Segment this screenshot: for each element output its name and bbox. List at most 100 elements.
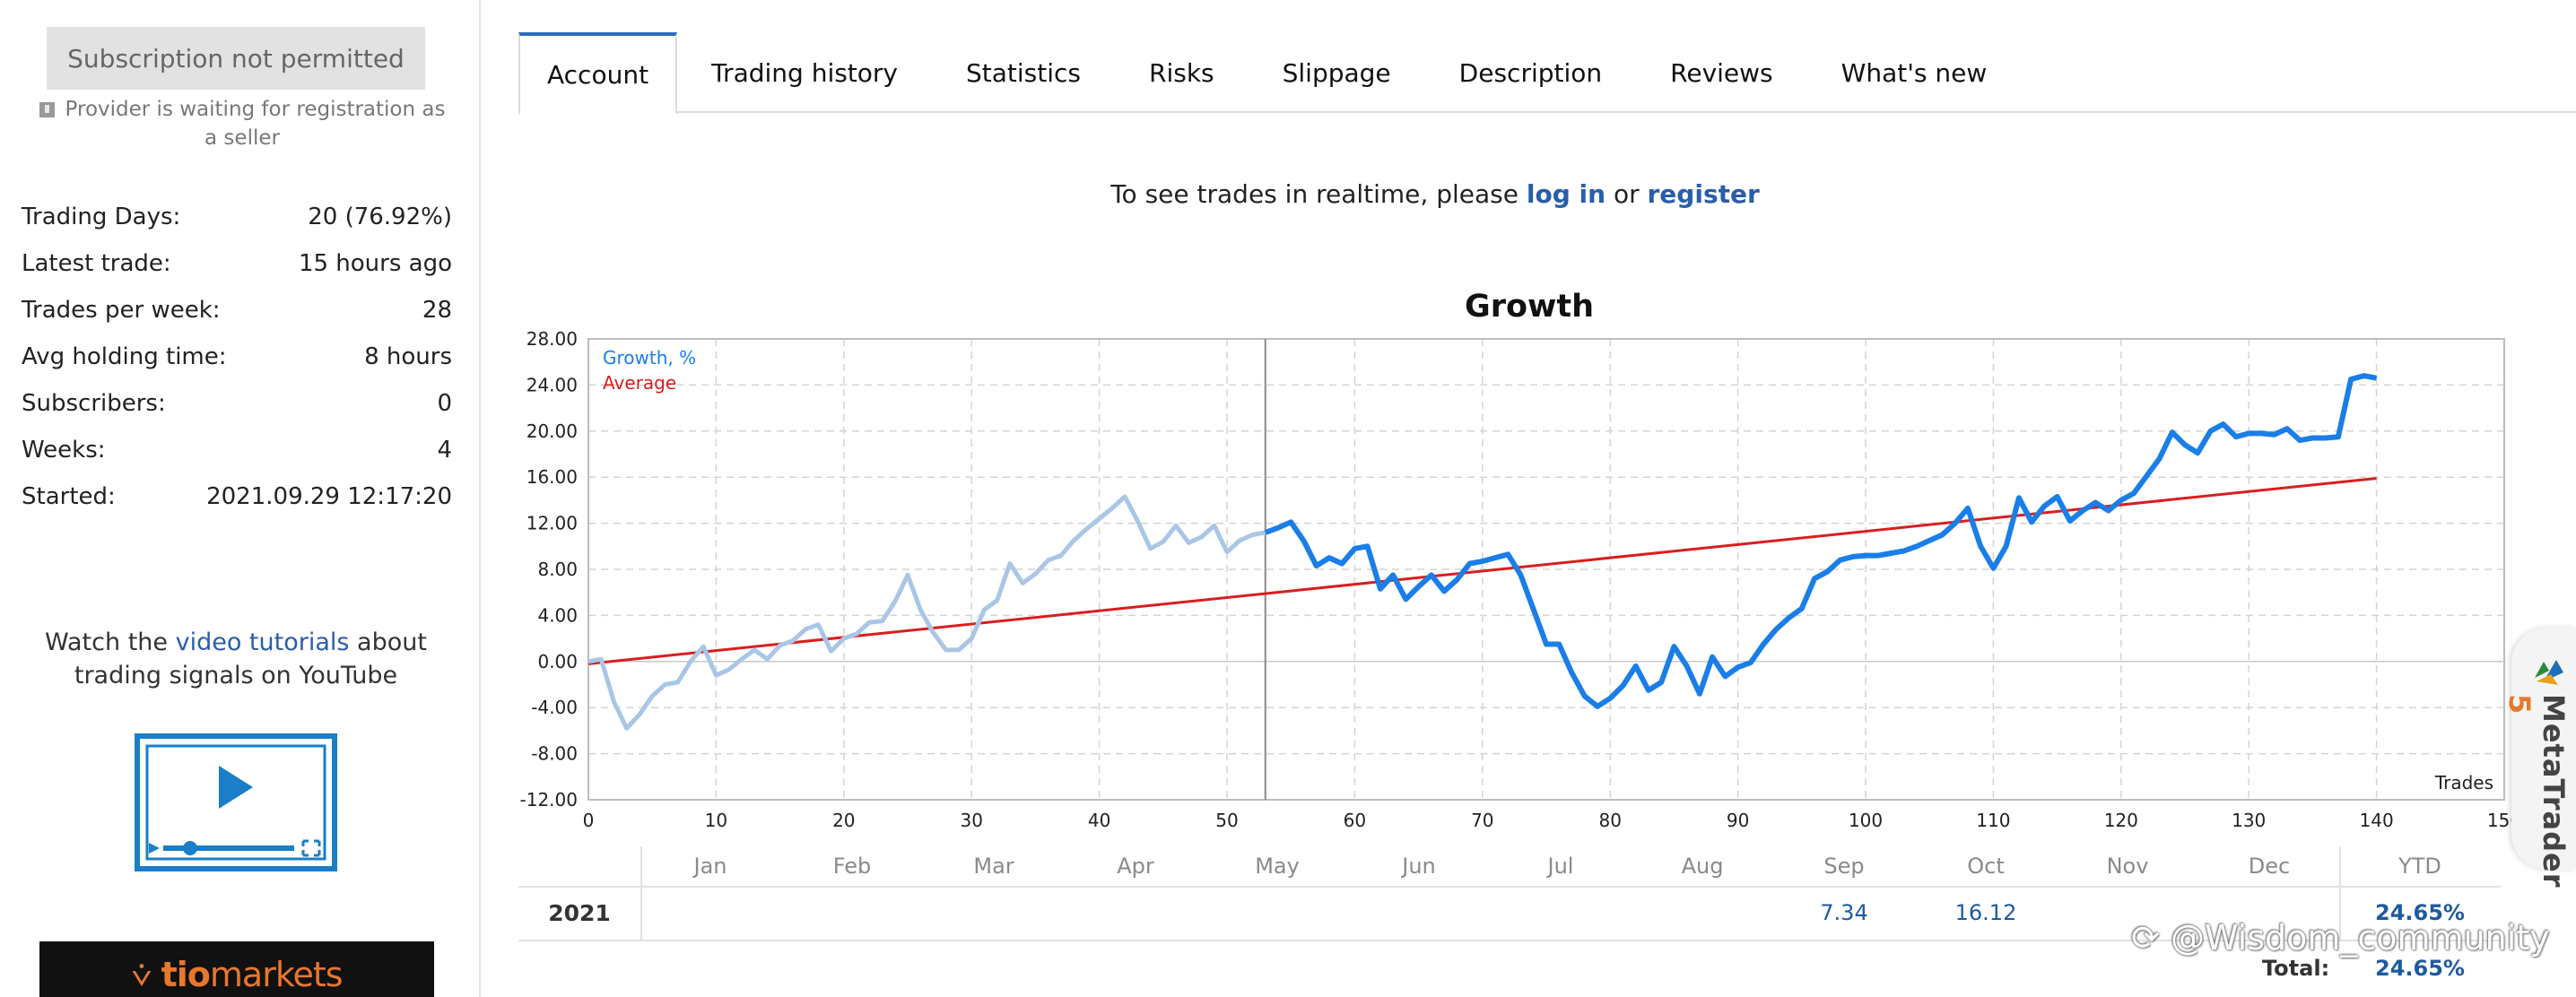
month-header: Mar	[973, 854, 1014, 879]
month-return: 7.34	[1820, 900, 1868, 925]
video-player-icon[interactable]	[135, 733, 337, 871]
total-label: Total:	[2262, 956, 2330, 981]
month-header: May	[1255, 854, 1300, 879]
tab-what-s-new[interactable]: What's new	[1841, 57, 1988, 88]
info-icon	[39, 102, 55, 117]
video-tutorials-text: Watch the video tutorials about trading …	[27, 626, 445, 692]
broker-banner[interactable]: ⩒ tiomarkets	[39, 941, 434, 997]
tio-logo-part: tio	[161, 955, 211, 994]
x-tick-label: 140	[2360, 810, 2394, 831]
metatrader-logo-icon	[2535, 660, 2563, 685]
stat-label: Latest trade:	[22, 250, 171, 277]
stat-label: Subscribers:	[22, 390, 166, 417]
legend-average: Average	[603, 372, 676, 394]
stat-row: Started: 2021.09.29 12:17:20	[22, 473, 452, 520]
y-tick-label: 20.00	[527, 420, 578, 442]
y-tick-label: -8.00	[531, 743, 578, 765]
table-divider	[2339, 846, 2341, 940]
x-tick-label: 100	[1849, 810, 1883, 831]
stat-label: Trading Days:	[22, 204, 181, 230]
monthly-returns-table: Jan Feb Mar Apr May Jun Jul Aug Sep Oct Nov Dec YTD 2…	[518, 846, 2501, 997]
x-tick-label: 50	[1215, 810, 1238, 831]
stat-value: 4	[437, 437, 452, 464]
stat-label: Started:	[22, 483, 116, 510]
stat-value: 8 hours	[364, 343, 452, 370]
plot-frame	[587, 338, 2505, 801]
series-growth-line	[1264, 373, 2378, 709]
table-divider	[518, 940, 2501, 941]
stat-value: 0	[437, 390, 452, 417]
tab-description[interactable]: Description	[1458, 57, 1603, 88]
y-tick-label: 12.00	[527, 513, 578, 534]
watch-prefix: Watch the	[45, 629, 168, 656]
login-link[interactable]: log in	[1526, 179, 1606, 209]
watermark-text: @Wisdom_community	[2170, 918, 2550, 958]
year-label: 2021	[548, 900, 611, 926]
y-tick-label: 4.00	[537, 604, 578, 626]
waiting-text: Provider is waiting for registration as …	[65, 98, 446, 150]
ytd-value: 24.65%	[2375, 900, 2465, 925]
month-header: Nov	[2106, 854, 2149, 879]
subscription-button[interactable]: Subscription not permitted	[47, 27, 425, 90]
ytd-header: YTD	[2398, 854, 2441, 879]
metatrader-label: MetaTrader 5	[2502, 694, 2571, 889]
tab-trading-history[interactable]: Trading history	[711, 57, 898, 88]
x-tick-label: 120	[2104, 810, 2138, 831]
month-header: Jun	[1402, 854, 1436, 879]
month-header: Jul	[1547, 854, 1574, 879]
total-value: 24.65%	[2375, 956, 2465, 981]
growth-chart: -12.00 -8.00 -4.00 0.00 4.00 8.00 12.00 16.00 20…	[520, 328, 2522, 831]
y-tick-label: -12.00	[520, 789, 578, 811]
month-header: Aug	[1681, 854, 1724, 879]
stat-value: 20 (76.92%)	[308, 204, 452, 230]
tiomarkets-logo: ⩒ tiomarkets	[131, 955, 343, 994]
month-header: Jan	[693, 854, 727, 879]
tab-account[interactable]: Account	[518, 32, 678, 115]
x-tick-label: 40	[1088, 810, 1110, 831]
month-header: Dec	[2248, 854, 2291, 879]
x-axis-label: Trades	[2434, 772, 2493, 793]
series-average-line	[587, 476, 2377, 665]
stat-label: Weeks:	[22, 437, 106, 464]
tab-risks[interactable]: Risks	[1149, 57, 1214, 88]
stat-value: 15 hours ago	[298, 250, 452, 277]
stat-value: 2021.09.29 12:17:20	[206, 483, 452, 510]
realtime-notice: To see trades in realtime, please log in…	[987, 179, 1884, 209]
tab-bar: Account Trading history Statistics Risks Sli…	[518, 32, 2576, 115]
tab-statistics[interactable]: Statistics	[966, 57, 1081, 88]
x-tick-label: 60	[1344, 810, 1366, 831]
video-tutorials-link[interactable]: video tutorials	[175, 629, 350, 656]
sidebar: Subscription not permitted Provider is w…	[0, 0, 481, 997]
watch-suffix: about trading signals on YouTube	[74, 629, 427, 689]
x-tick-label: 80	[1598, 810, 1621, 831]
metatrader-version: 5	[2502, 694, 2537, 715]
tab-reviews[interactable]: Reviews	[1670, 57, 1773, 88]
table-divider	[518, 886, 2501, 888]
y-tick-label: -4.00	[531, 697, 578, 718]
y-tick-label: 28.00	[527, 328, 578, 350]
month-header: Apr	[1117, 854, 1154, 879]
tab-slippage[interactable]: Slippage	[1282, 57, 1391, 88]
chart-title: Growth	[1464, 289, 1595, 325]
table-divider	[640, 846, 642, 940]
y-tick-label: 24.00	[527, 374, 578, 395]
x-tick-label: 10	[705, 810, 727, 831]
register-link[interactable]: register	[1647, 179, 1760, 209]
stat-row: Latest trade: 15 hours ago	[22, 240, 452, 287]
x-tick-label: 90	[1727, 810, 1749, 831]
stat-row: Avg holding time: 8 hours	[22, 334, 452, 380]
y-tick-label: 0.00	[537, 651, 578, 672]
x-tick-label: 0	[583, 810, 595, 831]
y-tick-label: 8.00	[537, 559, 578, 580]
series-growth-history-line	[587, 494, 1266, 731]
month-header: Sep	[1823, 854, 1865, 879]
metatrader-widget[interactable]: MetaTrader 5	[2502, 628, 2576, 889]
community-logo-icon: ⟳	[2131, 918, 2160, 958]
y-tick-label: 16.00	[527, 466, 578, 488]
stat-row: Subscribers: 0	[22, 380, 452, 427]
month-header: Feb	[832, 854, 872, 879]
month-header: Oct	[1967, 854, 2005, 879]
x-tick-label: 130	[2232, 810, 2266, 831]
stat-row: Trading Days: 20 (76.92%)	[22, 194, 452, 240]
stat-label: Trades per week:	[22, 297, 221, 324]
